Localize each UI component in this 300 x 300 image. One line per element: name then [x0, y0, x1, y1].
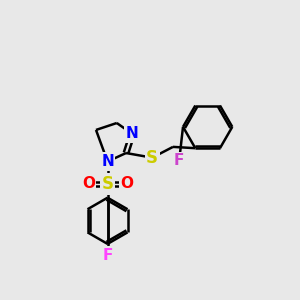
- Text: F: F: [174, 153, 184, 168]
- Text: F: F: [102, 248, 113, 263]
- Text: N: N: [101, 154, 114, 169]
- Text: S: S: [101, 175, 113, 193]
- Text: S: S: [146, 149, 158, 167]
- Text: O: O: [82, 176, 95, 191]
- Text: O: O: [120, 176, 133, 191]
- Text: N: N: [126, 126, 139, 141]
